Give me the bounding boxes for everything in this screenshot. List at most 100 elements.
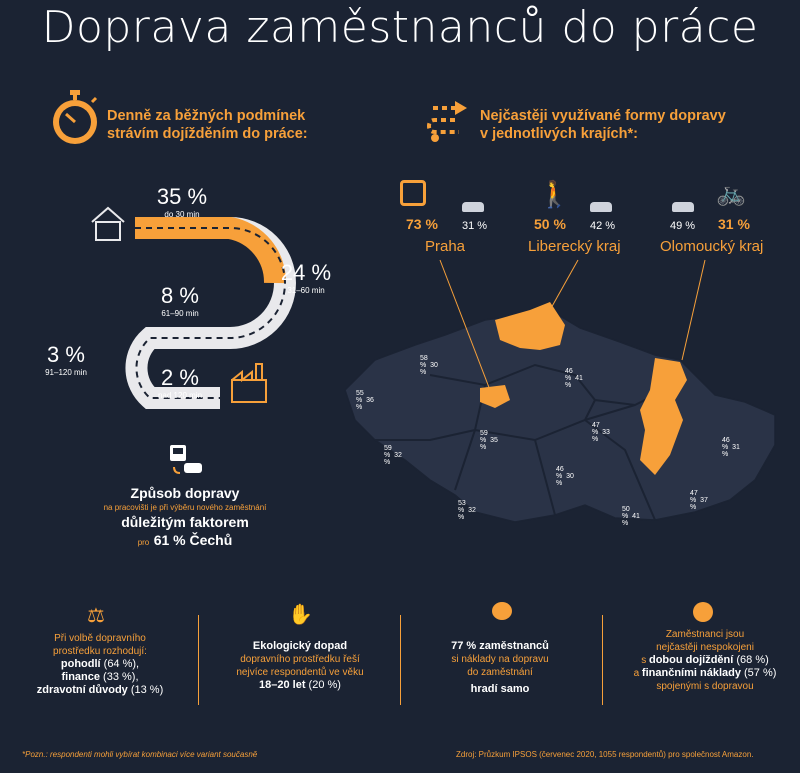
car-icon xyxy=(590,202,612,212)
region-second-value: 31 % xyxy=(462,220,488,232)
text: (68 %) xyxy=(733,654,769,666)
commute-label: 31–60 min xyxy=(287,286,325,295)
text: (33 %), xyxy=(100,671,139,683)
text: (64 %), xyxy=(100,658,140,670)
commute-value: 8 % xyxy=(161,283,199,308)
text: (13 %) xyxy=(127,684,164,696)
text: nejčastěji nespokojeni xyxy=(656,642,754,653)
map-value: 35 % xyxy=(480,437,498,451)
map-value: 55 % xyxy=(356,390,364,404)
region-name: Liberecký kraj xyxy=(528,238,621,255)
commute-value: 3 % xyxy=(47,342,85,367)
factor-block: Způsob dopravy na pracovišti je při výbě… xyxy=(70,485,300,550)
text: do zaměstnání xyxy=(467,667,533,678)
text: Ekologický dopad xyxy=(252,640,348,652)
factor-stat: 61 % Čechů xyxy=(153,532,233,548)
commute-item-30: 35 % do 30 min xyxy=(152,184,212,219)
house-icon xyxy=(91,206,125,241)
text: pohodlí xyxy=(60,658,101,670)
piggy-bank-icon xyxy=(492,602,512,620)
map-region: 55 % 36 % xyxy=(356,390,374,411)
bottom-col-3: 77 % zaměstnanců si náklady na dopravu d… xyxy=(420,640,580,696)
map-value: 32 % xyxy=(458,507,476,521)
map-value: 31 % xyxy=(722,444,740,458)
commute-item-90: 8 % 61–90 min xyxy=(150,283,210,318)
bus-car-icon xyxy=(168,443,204,484)
map-value: 32 % xyxy=(384,452,402,466)
map-value: 47 % xyxy=(592,422,600,436)
divider xyxy=(400,615,401,705)
region-second-value: 49 % xyxy=(670,220,696,232)
factor-line3: důležitým faktorem xyxy=(121,514,249,530)
text: finance xyxy=(61,671,100,683)
text: zdravotní důvody xyxy=(36,684,128,696)
commute-item-120: 3 % 91–120 min xyxy=(36,342,96,377)
factor-title: Způsob dopravy xyxy=(130,485,240,501)
map-region: 59 % 32 % xyxy=(384,445,402,466)
commute-value: 24 % xyxy=(280,260,332,285)
map-value: 30 % xyxy=(420,362,438,376)
map-region: 59 % 35 % xyxy=(480,430,498,451)
czech-map xyxy=(344,302,776,523)
map-value: 47 % xyxy=(690,490,698,504)
region-main-value: 50 % xyxy=(534,216,566,232)
commute-item-60: 24 % 31–60 min xyxy=(276,260,336,295)
car-icon xyxy=(462,202,484,212)
bottom-col-4: Zaměstnanci jsou nejčastěji nespokojeni … xyxy=(615,628,795,693)
factor-line2: na pracovišti je při výběru nového zaměs… xyxy=(103,503,267,512)
region-name: Praha xyxy=(425,238,466,255)
map-value: 53 % xyxy=(458,500,466,514)
page-title: Doprava zaměstnanců do práce xyxy=(41,2,759,53)
map-region: 47 % 33 % xyxy=(592,422,610,443)
map-value: 41 % xyxy=(565,375,583,389)
commute-road-graphic xyxy=(91,206,296,409)
right-header: Nejčastěji využívané formy dopravy v jed… xyxy=(480,107,726,143)
text: spojenými s dopravou xyxy=(656,681,754,692)
text: finančními náklady xyxy=(641,667,741,679)
text: nejvíce respondentů ve věku xyxy=(236,667,364,678)
bus-icon xyxy=(400,180,426,206)
map-value: 33 % xyxy=(592,429,610,443)
commute-label: do 30 min xyxy=(164,210,200,219)
region-praha: 73 % 31 % Praha xyxy=(400,180,495,255)
text: (57 %) xyxy=(740,667,777,679)
text: Zaměstnanci jsou xyxy=(665,629,745,640)
commute-label: 91–120 min xyxy=(45,368,87,377)
text: s xyxy=(641,655,647,666)
map-value: 46 % xyxy=(565,368,573,382)
divider xyxy=(198,615,199,705)
map-region: 47 % 37 % xyxy=(690,490,708,511)
plant-icon: ✋ xyxy=(288,604,313,626)
region-main-value: 31 % xyxy=(718,216,750,232)
commute-value: 35 % xyxy=(156,184,208,209)
region-name: Olomoucký kraj xyxy=(660,238,764,255)
map-region: 53 % 32 % xyxy=(458,500,476,521)
footnote: *Pozn.: respondenti mohli vybírat kombin… xyxy=(22,750,258,759)
map-region: 58 % 30 % xyxy=(420,355,438,376)
factory-icon xyxy=(231,363,267,403)
map-value: 30 % xyxy=(556,473,574,487)
text: (20 %) xyxy=(305,679,341,691)
region-main-value: 73 % xyxy=(406,216,438,232)
text: hradí samo xyxy=(470,683,530,695)
map-value: 36 % xyxy=(356,397,374,411)
text: 77 % zaměstnanců xyxy=(451,640,549,652)
text: si náklady na dopravu xyxy=(451,654,549,665)
walking-icon: 🚶 xyxy=(538,179,571,209)
commute-label: nad 120 min xyxy=(157,391,203,400)
map-value: 59 % xyxy=(480,430,488,444)
map-value: 41 % xyxy=(622,513,640,527)
text: dobou dojíždění xyxy=(648,654,734,666)
map-value: 59 % xyxy=(384,445,392,459)
text: a xyxy=(633,668,640,679)
commute-item-over120: 2 % nad 120 min xyxy=(150,365,210,400)
map-value: 46 % xyxy=(556,466,564,480)
divider xyxy=(602,615,603,705)
text: Při volbě dopravního xyxy=(54,633,146,644)
right-header-line1: Nejčastěji využívané formy dopravy xyxy=(480,108,726,124)
right-header-line2: v jednotlivých krajích*: xyxy=(480,126,638,142)
bicycle-icon: 🚲 xyxy=(716,180,746,207)
stopwatch-icon xyxy=(50,90,100,151)
commute-value: 2 % xyxy=(161,365,199,390)
region-second-value: 42 % xyxy=(590,220,616,232)
